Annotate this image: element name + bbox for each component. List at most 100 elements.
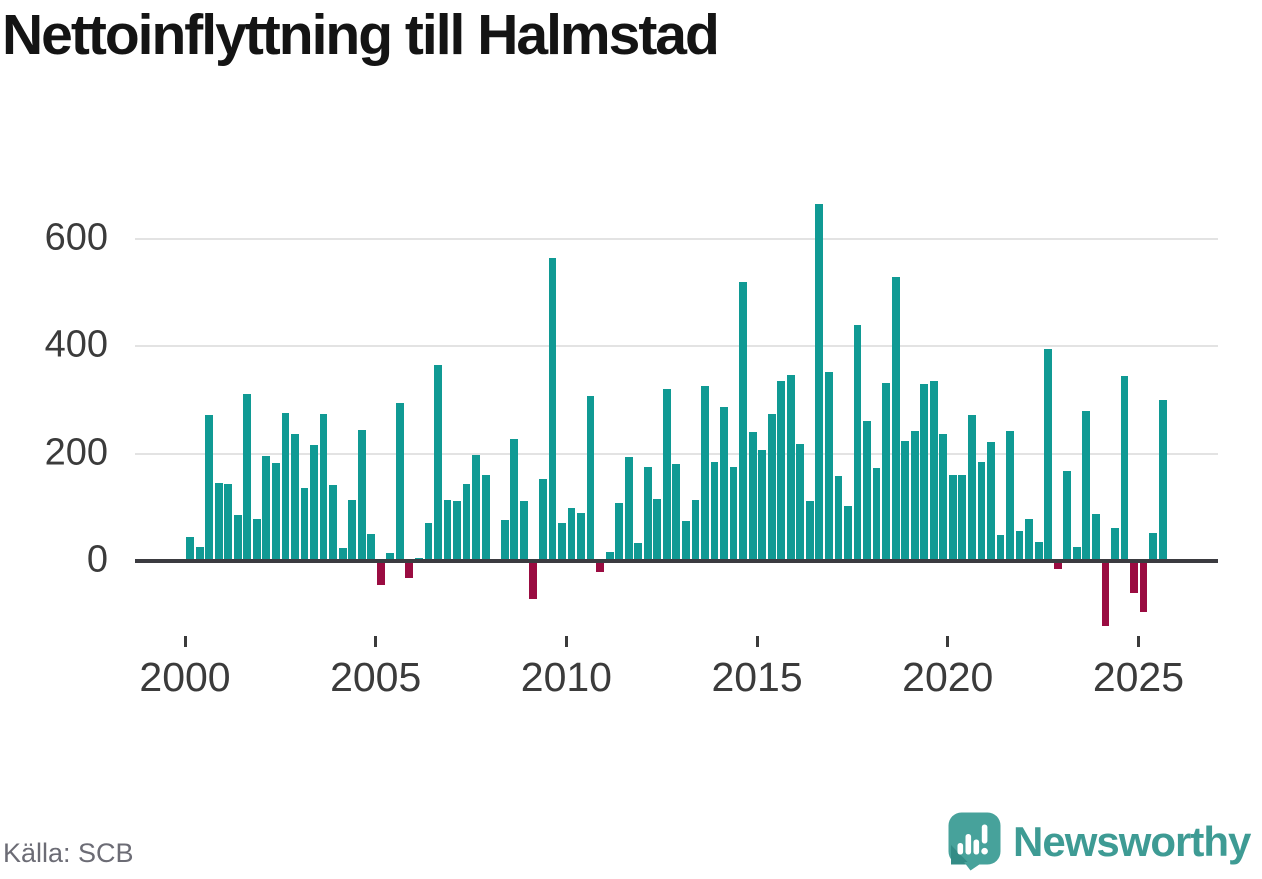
y-axis-label: 0 bbox=[86, 538, 108, 581]
x-axis-tick bbox=[183, 636, 187, 647]
bar bbox=[567, 507, 576, 561]
bar bbox=[1053, 561, 1062, 569]
bar bbox=[929, 380, 938, 561]
bar bbox=[863, 420, 871, 561]
x-axis-label: 2020 bbox=[902, 654, 994, 700]
bar bbox=[748, 431, 757, 561]
bar bbox=[443, 500, 452, 561]
bar bbox=[939, 433, 948, 561]
bar bbox=[424, 523, 433, 561]
bar bbox=[1130, 561, 1138, 593]
bar bbox=[834, 476, 843, 561]
bar bbox=[1111, 528, 1119, 561]
x-axis-tick bbox=[1136, 636, 1140, 647]
bar bbox=[395, 402, 404, 561]
bar bbox=[996, 535, 1005, 561]
bar bbox=[462, 483, 471, 561]
bar bbox=[758, 450, 767, 561]
bar bbox=[643, 466, 652, 561]
bar bbox=[1120, 375, 1129, 561]
bar bbox=[1063, 471, 1072, 561]
bar bbox=[1015, 530, 1024, 561]
bar bbox=[920, 383, 929, 561]
bar bbox=[272, 463, 280, 561]
bar bbox=[729, 467, 738, 561]
bar bbox=[777, 380, 786, 561]
bar bbox=[977, 461, 986, 561]
bar bbox=[481, 475, 490, 561]
bar bbox=[1006, 430, 1014, 561]
bar bbox=[844, 505, 852, 561]
bar bbox=[739, 282, 747, 561]
bar bbox=[948, 475, 957, 561]
page-title: Nettoinflyttning till Halmstad bbox=[2, 3, 720, 67]
bar bbox=[577, 513, 585, 561]
bar bbox=[472, 454, 481, 561]
bar bbox=[891, 277, 900, 561]
bar bbox=[815, 204, 824, 561]
bar bbox=[348, 500, 357, 561]
bar bbox=[1139, 561, 1148, 612]
bar bbox=[519, 500, 528, 561]
x-axis-tick bbox=[564, 636, 568, 647]
bar bbox=[662, 389, 671, 561]
bar bbox=[805, 500, 814, 561]
bar bbox=[958, 475, 967, 561]
bar bbox=[529, 561, 538, 599]
bar bbox=[510, 438, 519, 561]
bar bbox=[500, 519, 509, 561]
bar bbox=[548, 257, 557, 561]
x-axis-label: 2025 bbox=[1092, 654, 1185, 700]
bar bbox=[310, 444, 318, 561]
bar bbox=[720, 406, 728, 561]
bar bbox=[624, 456, 633, 561]
x-axis-label: 2000 bbox=[139, 654, 231, 700]
x-axis-tick bbox=[946, 636, 950, 647]
bar bbox=[767, 413, 776, 561]
bar bbox=[214, 482, 223, 561]
newsworthy-logo: Newsworthy bbox=[948, 812, 1251, 871]
bar bbox=[434, 365, 442, 561]
bar bbox=[224, 484, 233, 561]
bar bbox=[233, 514, 242, 561]
bar bbox=[357, 430, 366, 561]
source-label: Källa: SCB bbox=[3, 838, 134, 868]
bar bbox=[596, 561, 604, 572]
bar bbox=[796, 444, 805, 561]
y-axis-label: 600 bbox=[44, 216, 108, 259]
bar bbox=[538, 478, 547, 561]
bar bbox=[634, 543, 643, 561]
x-axis-label: 2010 bbox=[520, 654, 612, 700]
x-axis-tick bbox=[374, 636, 378, 647]
bar bbox=[786, 374, 795, 561]
bar bbox=[281, 412, 290, 561]
newsworthy-speech-bubble-bar-chart-icon bbox=[948, 812, 1001, 871]
bar bbox=[825, 372, 833, 561]
bar bbox=[252, 519, 261, 561]
bar bbox=[882, 383, 890, 561]
bar bbox=[681, 521, 690, 561]
bar bbox=[653, 498, 662, 561]
bar bbox=[872, 467, 881, 561]
bar bbox=[558, 522, 566, 561]
gridline bbox=[135, 452, 1218, 455]
bar bbox=[1158, 400, 1167, 561]
bar bbox=[367, 533, 376, 561]
bar bbox=[701, 385, 709, 561]
bar bbox=[186, 536, 194, 561]
zero-axis-line bbox=[135, 559, 1218, 563]
x-axis-label: 2005 bbox=[330, 654, 422, 700]
bar bbox=[1034, 541, 1043, 561]
bar bbox=[1025, 518, 1034, 561]
bar bbox=[1082, 411, 1091, 561]
bar bbox=[243, 394, 252, 561]
bar bbox=[615, 503, 624, 561]
bar bbox=[195, 546, 204, 561]
bar bbox=[453, 500, 461, 561]
bar bbox=[1044, 349, 1053, 561]
bar bbox=[1101, 561, 1110, 626]
bar bbox=[605, 551, 614, 561]
bar bbox=[405, 561, 414, 578]
